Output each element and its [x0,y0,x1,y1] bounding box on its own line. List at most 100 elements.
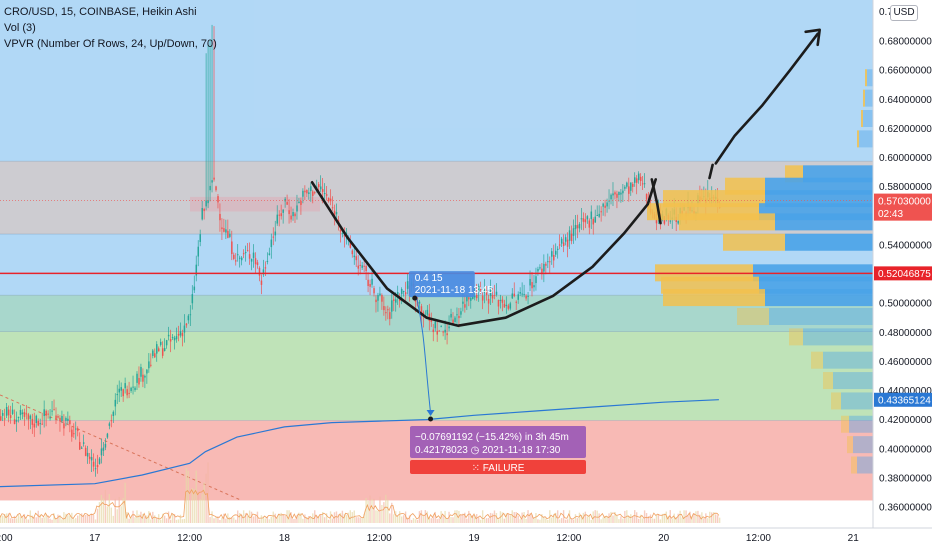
volume-bar [406,517,409,523]
volume-bar [61,519,63,523]
volume-bar [663,513,666,523]
price-tick-label: 0.66000000 [879,66,932,77]
candle-body [254,258,257,265]
volume-bar [635,512,638,523]
volume-bar [319,514,322,523]
volume-bar [477,517,480,523]
price-tick-label: 0.60000000 [879,153,932,164]
volume-bar [19,516,22,523]
volume-bar [23,513,26,523]
candle-body [0,416,2,421]
volume-profile-down [663,289,765,307]
volume-bar [424,510,427,523]
volume-legend[interactable]: Vol (3) [4,22,36,34]
volume-profile-down [737,308,769,326]
candle-body [25,413,28,415]
volume-bar [37,510,39,523]
volume-bar [9,518,12,523]
volume-bar [43,517,45,523]
volume-bar [240,514,243,523]
candle-body [191,294,194,304]
volume-bar [148,511,150,523]
volume-bar [551,517,553,523]
measure-arrow-line [416,298,432,414]
candle-body [59,417,61,422]
candle-body [94,468,97,470]
currency-button[interactable]: USD [890,5,918,21]
candle-body [169,339,172,342]
volume-bar [541,514,543,523]
measure-start-point [412,295,418,301]
volume-bar [373,498,375,523]
zone-green [0,331,873,421]
volume-bar [365,498,367,523]
candle-body [223,228,225,232]
candle-body [260,280,263,285]
volume-bar [258,519,261,523]
time-tick-label: 12:00 [746,533,771,544]
candle-body [159,341,162,345]
candle-body [515,301,518,303]
volume-bar [711,512,713,523]
volume-bar [389,513,391,523]
candle-body [41,423,43,425]
time-axis[interactable]: 12:00 17 12:00 18 12:00 19 12:00 20 12:00 21 [0,527,932,550]
volume-bar [572,519,575,523]
volume-bar [400,516,403,523]
vpvr-legend[interactable]: VPVR (Number Of Rows, 24, Up/Down, 70) [4,38,217,50]
volume-bar [211,511,213,523]
volume-bar [209,516,211,523]
candle-body [77,428,79,431]
volume-bar [584,511,587,523]
volume-bar [207,462,209,523]
candle-body [379,293,381,296]
volume-bar [363,513,365,523]
price-tick-label: 0.38000000 [879,473,932,484]
candle-body [213,177,215,180]
candle-body [90,457,93,461]
candle-body [286,202,288,205]
candle-body [116,394,119,396]
candle-body [635,178,638,183]
candle-body [487,298,490,304]
volume-bar [108,494,111,523]
volume-bar [608,513,610,523]
volume-bar [47,515,49,523]
volume-bar [456,510,458,523]
volume-bar [622,518,624,523]
volume-ma-line [0,488,720,520]
volume-bar [316,515,318,523]
volume-profile-up [865,89,873,107]
volume-bar [238,512,241,523]
candle-body [3,418,6,420]
volume-bar [655,514,658,523]
volume-bar [361,517,363,523]
candle-body [148,361,150,369]
volume-bar [598,513,600,523]
candle-body [507,305,510,309]
volume-bar [379,496,381,523]
symbol-legend[interactable]: CRO/USD, 15, COINBASE, Heikin Ashi [4,6,197,18]
volume-bar [84,515,87,523]
price-tick-label: 0.7 [879,7,893,18]
volume-bar [296,515,298,523]
candle-body [608,200,610,202]
candle-body [19,410,22,416]
volume-profile-down [723,233,785,251]
volume-bar [566,519,569,523]
volume-bar [402,515,405,523]
price-label-tag [874,193,932,208]
volume-profile-down [789,328,803,346]
volume-bar [215,516,217,523]
candle-body [154,353,156,358]
volume-bar [98,502,101,523]
volume-bar [264,518,267,523]
volume-bar [235,519,237,523]
volume-bar [375,510,377,523]
candle-body [161,348,164,356]
volume-bar [485,518,488,523]
volume-bar [495,513,498,523]
arrow-head [804,28,821,47]
